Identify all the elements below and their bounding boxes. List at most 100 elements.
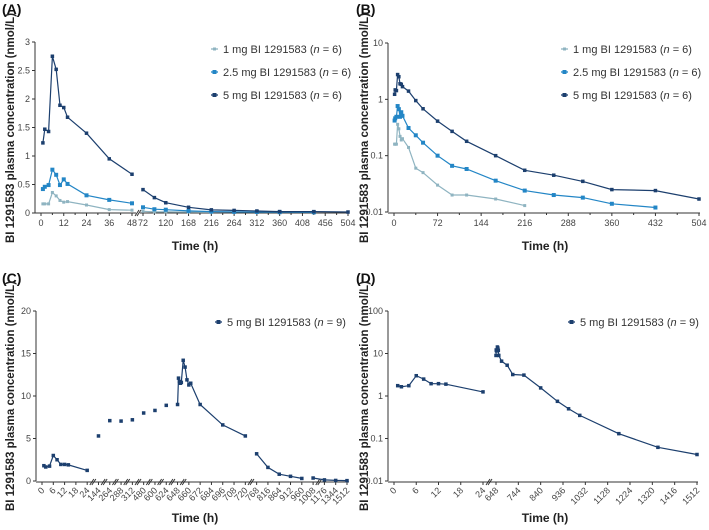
data-point	[107, 208, 111, 212]
legend-marker	[562, 93, 567, 97]
data-point	[46, 183, 51, 188]
data-point	[141, 411, 146, 415]
legend-marker	[569, 320, 574, 324]
axis-break-mark	[136, 209, 142, 217]
y-axis-label-b: BI 1291583 plasma concentration (nmol/L)	[359, 13, 371, 243]
legend-marker	[216, 320, 221, 324]
data-point	[413, 133, 418, 138]
data-point	[54, 194, 58, 198]
y-tick-label: 10	[373, 38, 383, 48]
data-point	[435, 153, 440, 158]
data-point	[392, 92, 397, 97]
x-tick-label: 1416	[658, 485, 679, 506]
data-point	[494, 197, 498, 201]
y-tick-label: 1	[378, 391, 383, 401]
x-tick-label: 0	[388, 485, 399, 496]
x-tick-label: 1128	[591, 485, 612, 506]
axis-break-mark	[179, 478, 185, 486]
legend-item-1mg: 1 mg BI 1291583 (n = 6)	[211, 44, 342, 56]
data-point	[130, 201, 134, 206]
data-point	[141, 209, 145, 213]
data-point	[58, 103, 62, 108]
data-point	[421, 171, 425, 175]
data-point	[523, 204, 527, 208]
series-line	[495, 344, 698, 456]
x-axis-label-b: Time (h)	[522, 239, 568, 253]
y-tick-label: 10	[373, 349, 383, 359]
x-tick-label: 1512	[680, 485, 701, 506]
data-point	[414, 166, 418, 170]
data-point	[152, 207, 157, 212]
data-point	[183, 365, 187, 369]
data-point	[57, 183, 62, 188]
data-point	[400, 137, 404, 141]
axis-break-mark	[123, 478, 129, 486]
x-tick-label: 0	[36, 485, 47, 496]
svg-text:2.5 mg BI 1291583 (n = 6): 2.5 mg BI 1291583 (n = 6)	[573, 67, 701, 79]
x-tick-label: 216	[517, 218, 532, 228]
data-point	[55, 458, 59, 462]
data-point	[653, 188, 658, 193]
data-point	[152, 210, 156, 214]
x-tick-label: 168	[181, 218, 196, 228]
data-point	[444, 382, 448, 386]
data-point	[392, 118, 397, 123]
legend-marker	[212, 70, 217, 74]
axis-break-mark	[249, 478, 255, 486]
data-point	[695, 452, 699, 457]
data-point	[322, 478, 327, 482]
data-point	[130, 208, 134, 212]
data-point	[421, 107, 425, 111]
series-line	[394, 124, 525, 207]
data-point	[187, 383, 191, 387]
data-point	[84, 131, 89, 135]
axis-break-mark	[136, 478, 142, 486]
data-point	[277, 472, 281, 476]
data-point	[450, 193, 454, 197]
data-point	[266, 465, 270, 470]
y-tick-label: 5	[26, 434, 31, 444]
data-point	[346, 210, 350, 214]
data-point	[345, 478, 349, 483]
x-tick-label: 312	[249, 218, 264, 228]
axis-break-mark	[114, 478, 119, 486]
data-point	[505, 363, 509, 367]
legend-a: 1 mg BI 1291583 (n = 6) 2.5 mg BI 129158…	[211, 44, 351, 102]
data-point	[61, 177, 66, 182]
axis-break-mark	[134, 478, 140, 486]
data-point	[54, 172, 59, 177]
y-tick-label: 1.5	[17, 123, 30, 133]
axis-break-mark	[181, 478, 187, 486]
axis-break-mark	[100, 478, 106, 486]
y-axis-label-c: BI 1291583 plasma concentration (nmol/L)	[5, 281, 17, 511]
series-line	[42, 56, 133, 175]
plot-a: 0 0.5 1 1.5 2 2.5 3 0 12 24 36 48 72 120 168 216 264 312 3…	[17, 37, 355, 228]
axis-break-mark	[170, 478, 176, 486]
axis-break-mark	[125, 478, 131, 486]
data-point	[153, 408, 157, 413]
data-point	[555, 399, 560, 404]
x-tick-label: 360	[604, 218, 619, 228]
series-line	[397, 374, 484, 393]
y-tick-label: 0	[26, 476, 31, 486]
axis-break-mark	[168, 478, 174, 486]
data-point	[141, 205, 145, 210]
y-tick-label: 2.5	[17, 66, 30, 76]
x-tick-label: 12	[429, 485, 443, 499]
data-point	[163, 207, 168, 212]
legend-c: 5 mg BI 1291583 (n = 9)	[215, 317, 346, 329]
data-point	[130, 172, 134, 176]
data-point	[288, 474, 293, 479]
y-tick-label: 0.01	[365, 207, 383, 217]
data-point	[62, 462, 67, 467]
data-point	[429, 381, 433, 386]
data-point	[566, 407, 571, 411]
data-point	[181, 358, 185, 363]
x-tick-label: 264	[227, 218, 242, 228]
svg-text:1 mg BI 1291583 (n = 6): 1 mg BI 1291583 (n = 6)	[573, 44, 692, 56]
svg-text:5 mg BI 1291583 (n = 9): 5 mg BI 1291583 (n = 9)	[227, 317, 346, 329]
data-point	[107, 197, 112, 202]
svg-text:5 mg BI 1291583 (n = 9): 5 mg BI 1291583 (n = 9)	[580, 317, 699, 329]
data-point	[164, 200, 168, 205]
